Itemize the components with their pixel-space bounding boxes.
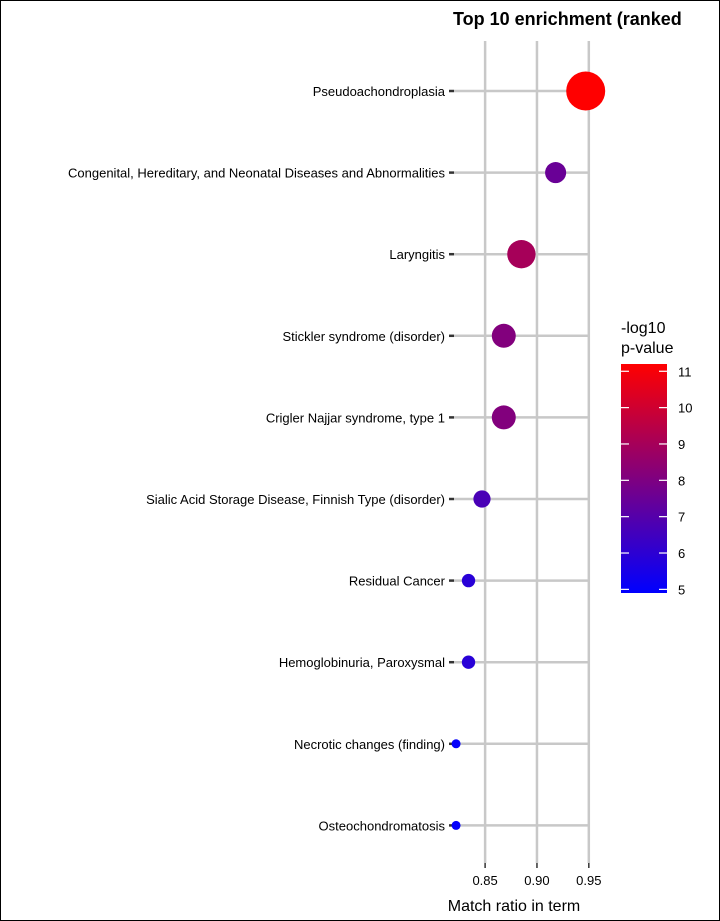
data-point [491,405,516,430]
legend-tick-label: 10 [678,401,692,416]
x-tick-label: 0.90 [524,873,549,888]
x-tick-label: 0.85 [472,873,497,888]
x-tick-label: 0.95 [576,873,601,888]
term-label: Hemoglobinuria, Paroxysmal [279,655,445,670]
term-label: Congenital, Hereditary, and Neonatal Dis… [68,166,445,181]
legend: -log10 p-value 11 10 9 8 7 6 5 [621,320,692,597]
term-label: Sialic Acid Storage Disease, Finnish Typ… [146,492,445,507]
term-label: Residual Cancer [349,574,446,589]
data-point [461,573,476,588]
data-point [451,820,461,830]
data-point [473,490,491,508]
plot-grid [454,41,591,863]
term-label: Crigler Najjar syndrome, type 1 [266,410,445,425]
legend-tick-label: 9 [678,437,685,452]
data-point [461,655,476,669]
term-label: Pseudoachondroplasia [313,84,446,99]
term-label: Necrotic changes (finding) [294,737,445,752]
x-axis: 0.85 0.90 0.95 [472,863,601,888]
chart-title: Top 10 enrichment (ranked [453,9,682,29]
legend-tick-label: 8 [678,473,685,488]
legend-title-line1: -log10 [621,320,666,337]
y-axis: Pseudoachondroplasia Congenital, Heredita… [68,84,454,833]
data-point [507,240,536,269]
legend-title-line2: p-value [621,340,674,357]
legend-colorbar [621,364,667,593]
legend-tick-label: 5 [678,582,685,597]
legend-tick-label: 7 [678,510,685,525]
term-label: Stickler syndrome (disorder) [282,329,445,344]
term-label: Osteochondromatosis [319,818,446,833]
legend-tick-label: 6 [678,546,685,561]
legend-tick-label: 11 [678,364,692,379]
x-axis-label: Match ratio in term [448,898,580,915]
data-point [566,71,606,111]
data-point [545,162,567,184]
term-label: Laryngitis [389,247,445,262]
data-point [491,323,516,348]
data-point [451,739,461,749]
data-points [451,71,606,830]
legend-ticks: 11 10 9 8 7 6 5 [621,364,692,597]
